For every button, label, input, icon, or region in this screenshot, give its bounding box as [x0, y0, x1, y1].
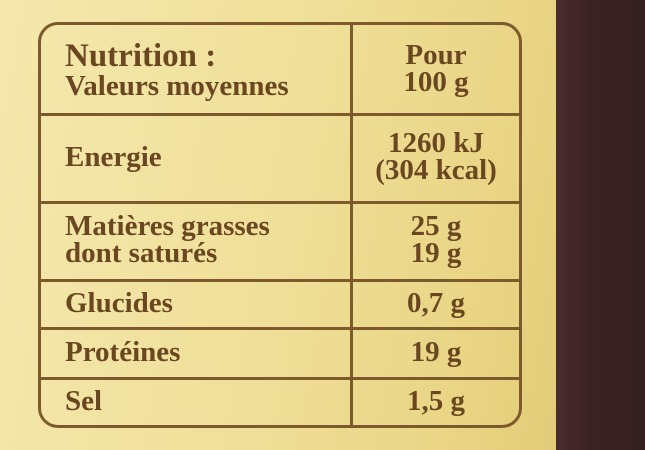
- row-rule: [41, 113, 519, 116]
- nutrition-table: Nutrition : Valeurs moyennes Pour 100 g Ener…: [38, 22, 522, 428]
- table-row: Energie 1260 kJ (304 kcal): [41, 113, 519, 201]
- nutrient-label-line: Sel: [65, 384, 103, 417]
- nutrient-value-line: 1260 kJ: [388, 127, 484, 159]
- nutrient-label: Sel: [41, 377, 331, 425]
- nutrient-label-line: Energie: [65, 140, 162, 173]
- table-row: Protéines 19 g: [41, 327, 519, 377]
- nutrient-label-line: Glucides: [65, 286, 173, 319]
- nutrient-value-line: 25 g: [410, 210, 462, 242]
- nutrient-label: Energie: [41, 113, 331, 201]
- nutrient-label-line: Valeurs moyennes: [65, 69, 289, 102]
- table-row: Matières grasses dont saturés 25 g 19 g: [41, 201, 519, 279]
- row-rule: [41, 377, 519, 380]
- column-divider: [350, 25, 353, 425]
- table-row: Sel 1,5 g: [41, 377, 519, 425]
- nutrient-value: 0,7 g: [353, 279, 519, 327]
- nutrient-label-line: Protéines: [65, 335, 181, 368]
- nutrient-value: 1,5 g: [353, 377, 519, 425]
- row-rule: [41, 279, 519, 282]
- nutrient-value-line: 1,5 g: [407, 384, 465, 417]
- nutrient-label-line: Nutrition :: [65, 37, 217, 74]
- nutrient-label-line: dont saturés: [65, 237, 218, 269]
- table-row: Nutrition : Valeurs moyennes Pour 100 g: [41, 25, 519, 113]
- row-rule: [41, 327, 519, 330]
- nutrient-label-line: Matières grasses: [65, 210, 270, 242]
- nutrient-label: Nutrition : Valeurs moyennes: [41, 25, 331, 113]
- nutrient-label: Glucides: [41, 279, 331, 327]
- nutrient-label: Matières grasses dont saturés: [41, 201, 331, 279]
- nutrient-value-line: Pour: [405, 39, 467, 71]
- dark-packaging: [556, 0, 645, 450]
- nutrient-label: Protéines: [41, 327, 331, 377]
- nutrient-value-line: (304 kcal): [375, 154, 497, 186]
- row-rule: [41, 201, 519, 204]
- nutrient-value: 25 g 19 g: [353, 201, 519, 279]
- nutrient-value-line: 19 g: [410, 335, 462, 368]
- nutrient-value-line: 100 g: [403, 66, 469, 98]
- nutrient-value: Pour 100 g: [353, 25, 519, 113]
- nutrient-value-line: 0,7 g: [407, 286, 465, 319]
- table-row: Glucides 0,7 g: [41, 279, 519, 327]
- nutrient-value-line: 19 g: [410, 237, 462, 269]
- nutrient-value: 19 g: [353, 327, 519, 377]
- nutrient-value: 1260 kJ (304 kcal): [353, 113, 519, 201]
